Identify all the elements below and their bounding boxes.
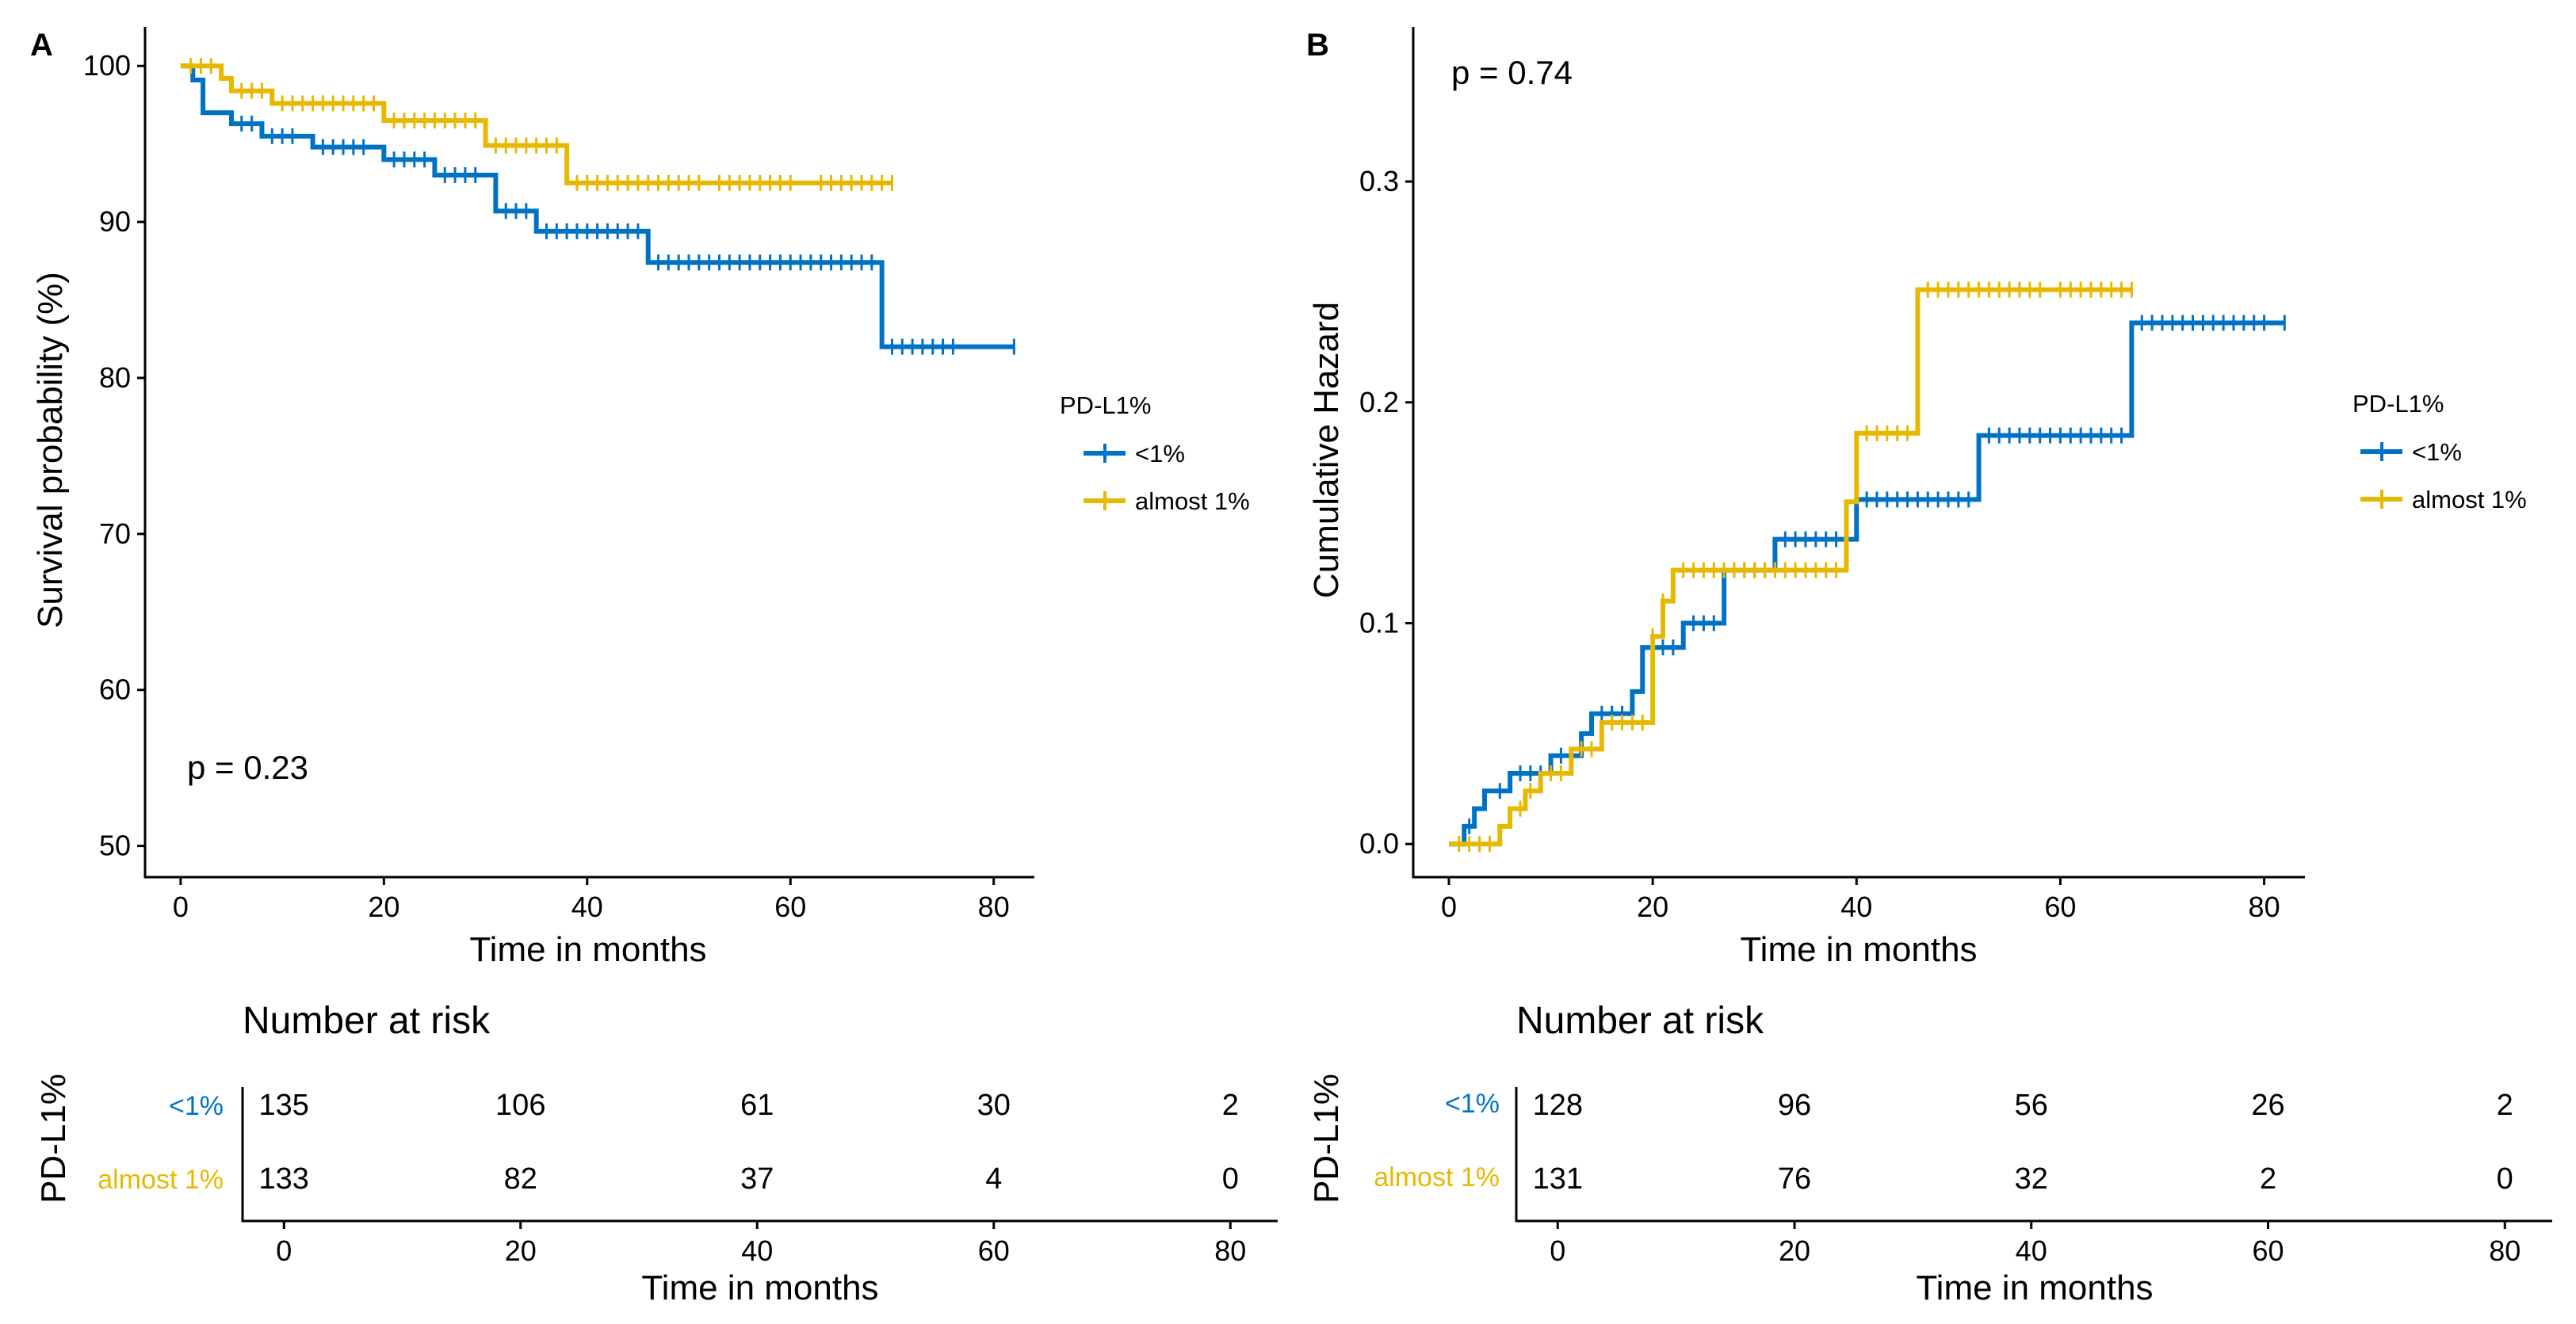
x-axis-title: Time in months	[469, 930, 706, 969]
risk-x-tick-label: 80	[1214, 1234, 1246, 1267]
risk-cell: 61	[740, 1089, 774, 1122]
risk-cell: 2	[2260, 1162, 2276, 1196]
axes	[143, 27, 1034, 879]
risk-x-title: Time in months	[641, 1269, 878, 1307]
y-tick-label: 70	[99, 517, 131, 550]
axes	[1412, 27, 2305, 879]
x-tick-label: 20	[368, 891, 399, 923]
risk-axes	[241, 1087, 1278, 1223]
legend: PD-L1% <1% almost 1%	[2352, 390, 2527, 513]
y-tick-label: 90	[99, 205, 131, 238]
risk-cell: 135	[259, 1089, 309, 1122]
y-axis-title: Cumulative Hazard	[1307, 302, 1346, 598]
legend: PD-L1% <1% almost 1%	[1060, 391, 1250, 515]
risk-x-tick-label: 60	[978, 1234, 1010, 1267]
x-tick-label: 80	[2249, 891, 2280, 923]
risk-cells: 135 106 61 30 2 133 82 37 4 0	[259, 1089, 1239, 1196]
y-ticks: 50 60 70 80 90 100	[83, 49, 145, 862]
x-tick-label: 0	[173, 891, 189, 923]
risk-x-tick-label: 20	[505, 1234, 537, 1267]
y-tick-label: 0.0	[1359, 827, 1399, 860]
legend-label-almost1: almost 1%	[2412, 486, 2527, 513]
p-value: p = 0.74	[1451, 54, 1573, 91]
risk-cell: 32	[2015, 1162, 2048, 1196]
risk-table-a: Number at risk PD-L1% <1% almost 1% 135 1…	[34, 1000, 1278, 1307]
risk-x-ticks: 0 20 40 60 80	[1550, 1221, 2521, 1267]
legend-title: PD-L1%	[1060, 391, 1151, 419]
risk-x-tick-label: 40	[2016, 1234, 2047, 1267]
y-tick-label: 100	[83, 49, 131, 82]
risk-x-tick-label: 40	[741, 1234, 773, 1267]
risk-cell: 133	[259, 1162, 309, 1196]
x-tick-label: 20	[1637, 891, 1668, 923]
legend-title: PD-L1%	[2352, 390, 2444, 418]
x-tick-label: 40	[571, 891, 603, 923]
series-line-lt1	[180, 63, 1015, 349]
risk-x-tick-label: 20	[1779, 1234, 1810, 1267]
risk-strata-lt1: <1%	[1445, 1089, 1500, 1119]
x-tick-label: 60	[2044, 891, 2076, 923]
risk-x-tick-label: 0	[1550, 1234, 1565, 1267]
y-tick-label: 60	[99, 673, 131, 706]
panel-a: A Survival probability (%) Time in month…	[30, 27, 1250, 969]
y-ticks: 0.0 0.1 0.2 0.3	[1359, 165, 1413, 860]
p-value: p = 0.23	[187, 749, 308, 786]
risk-x-ticks: 0 20 40 60 80	[276, 1221, 1246, 1267]
risk-cell: 0	[1222, 1162, 1239, 1196]
risk-y-title: PD-L1%	[34, 1074, 73, 1204]
x-ticks: 0 20 40 60 80	[173, 877, 1010, 923]
risk-cell: 37	[740, 1162, 774, 1196]
risk-cell: 4	[985, 1162, 1002, 1196]
risk-axes	[1515, 1087, 2552, 1223]
x-ticks: 0 20 40 60 80	[1441, 877, 2280, 923]
legend-label-almost1: almost 1%	[1135, 487, 1250, 515]
y-tick-label: 80	[99, 361, 131, 394]
y-tick-label: 50	[99, 830, 131, 862]
risk-cell: 26	[2251, 1089, 2284, 1122]
risk-x-tick-label: 0	[276, 1234, 292, 1267]
x-tick-label: 0	[1441, 891, 1457, 923]
risk-strata-almost1: almost 1%	[97, 1165, 224, 1195]
risk-strata-lt1: <1%	[169, 1091, 224, 1121]
legend-label-lt1: <1%	[2412, 438, 2462, 466]
risk-strata-almost1: almost 1%	[1374, 1162, 1500, 1192]
curves	[1449, 281, 2286, 853]
x-tick-label: 60	[774, 891, 806, 923]
risk-cell: 30	[977, 1089, 1011, 1122]
series-line-lt1	[1449, 320, 2285, 847]
risk-cell: 82	[504, 1162, 537, 1196]
risk-x-title: Time in months	[1916, 1269, 2153, 1307]
risk-x-tick-label: 80	[2489, 1234, 2521, 1267]
risk-cell: 2	[2497, 1089, 2513, 1122]
x-tick-label: 80	[978, 891, 1010, 923]
panel-label: A	[30, 28, 53, 63]
y-tick-label: 0.2	[1359, 386, 1399, 418]
x-axis-title: Time in months	[1740, 930, 1977, 969]
risk-table-title: Number at risk	[243, 1000, 491, 1042]
y-axis-title: Survival probability (%)	[31, 272, 70, 628]
risk-y-title: PD-L1%	[1307, 1074, 1346, 1204]
risk-table-b: Number at risk PD-L1% <1% almost 1% 128 9…	[1307, 1000, 2552, 1307]
x-tick-label: 40	[1840, 891, 1872, 923]
series-line-almost1	[1449, 287, 2132, 847]
risk-x-tick-label: 60	[2252, 1234, 2284, 1267]
legend-label-lt1: <1%	[1135, 440, 1185, 467]
risk-cell: 131	[1533, 1162, 1583, 1196]
risk-cell: 2	[1222, 1089, 1239, 1122]
risk-cell: 0	[2497, 1162, 2513, 1196]
y-tick-label: 0.3	[1359, 165, 1399, 197]
risk-cell: 128	[1533, 1089, 1583, 1122]
risk-cell: 96	[1778, 1089, 1811, 1122]
risk-table-title: Number at risk	[1516, 1000, 1764, 1042]
risk-cells: 128 96 56 26 2 131 76 32 2 0	[1533, 1089, 2513, 1196]
series-line-almost1	[180, 63, 892, 185]
panel-b: B Cumulative Hazard Time in months p = 0…	[1306, 27, 2527, 969]
curves	[180, 58, 1015, 355]
y-tick-label: 0.1	[1359, 606, 1399, 639]
risk-cell: 56	[2015, 1089, 2048, 1122]
panel-label: B	[1306, 28, 1329, 63]
risk-cell: 106	[495, 1089, 545, 1122]
risk-cell: 76	[1778, 1162, 1811, 1196]
